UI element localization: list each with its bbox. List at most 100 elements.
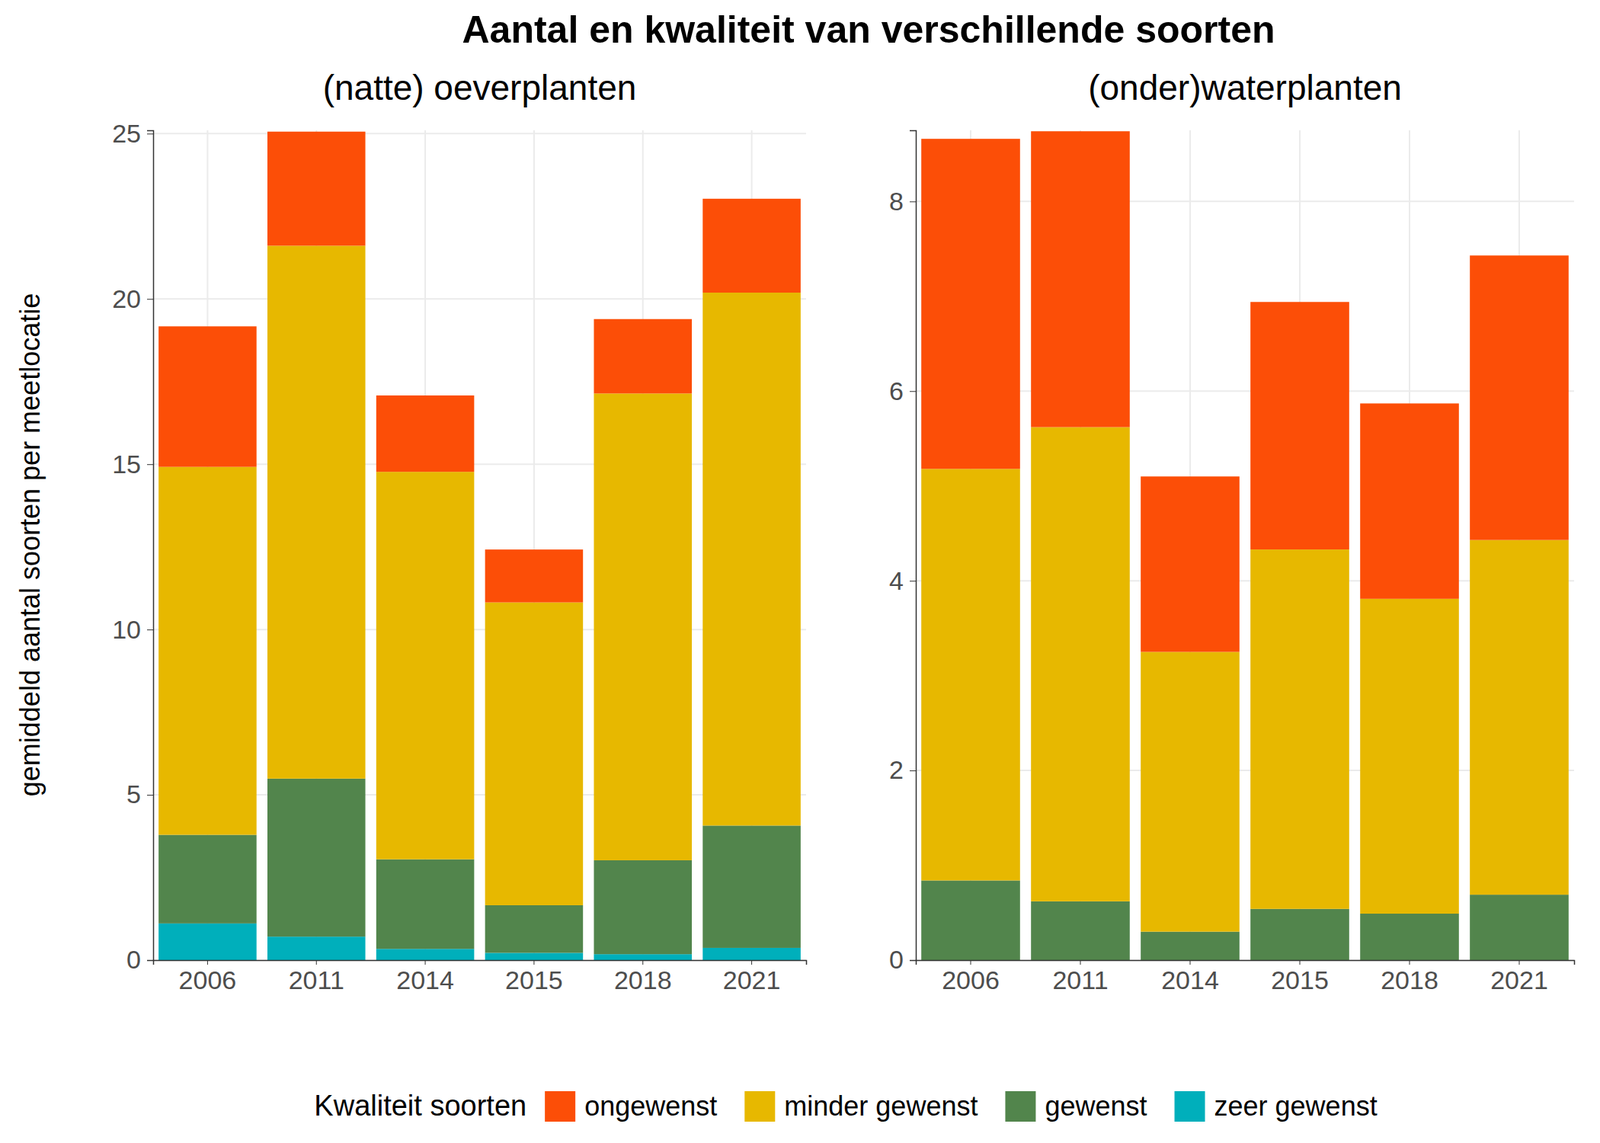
tick-label: 2006 [941, 965, 1000, 995]
legend-label: gewenst [1044, 1090, 1147, 1122]
tick-mark [909, 201, 916, 202]
bar [921, 138, 1021, 469]
tick-label: 8 [889, 186, 904, 216]
bar [1360, 598, 1460, 914]
tick-label: 2011 [288, 965, 345, 995]
tick-mark [1299, 960, 1301, 965]
axis-line [916, 960, 1575, 966]
bar [376, 471, 475, 859]
tick: 10 [112, 614, 154, 644]
bar [1250, 301, 1350, 550]
bar [1469, 894, 1569, 960]
bar [1030, 131, 1130, 427]
tick: 8 [889, 186, 916, 216]
title: Aantal en kwaliteit van verschillende so… [461, 8, 1275, 52]
bar [376, 948, 475, 960]
tick-label: 5 [126, 779, 141, 809]
tick-label: 25 [112, 118, 141, 148]
grid [915, 130, 1575, 960]
panel: (onder)waterplanten 0 2 4 6 8 2006 2011 2014 2015… [889, 67, 1575, 995]
bars [158, 131, 801, 960]
tick: 2021 [1490, 960, 1549, 995]
tick: 0 [126, 944, 154, 974]
panel-title: (onder)waterplanten [1088, 67, 1402, 108]
tick-mark [1409, 960, 1411, 965]
bar [702, 947, 801, 960]
tick: 15 [112, 449, 154, 479]
chart: Aantal en kwaliteit van verschillende so… [0, 0, 1600, 1143]
tick: 2014 [1161, 960, 1220, 995]
bar [267, 245, 366, 778]
bar [921, 880, 1021, 960]
tick-mark [147, 629, 154, 631]
panel-title: (natte) oeverplanten [323, 67, 637, 108]
bar [1360, 403, 1460, 599]
legend-label: zeer gewenst [1214, 1090, 1378, 1122]
tick: 0 [889, 944, 916, 974]
bar [158, 923, 257, 960]
tick-label: 6 [889, 376, 904, 406]
bar [1140, 652, 1240, 932]
tick: 2021 [723, 960, 781, 995]
tick-label: 2 [889, 755, 904, 784]
legend-swatch [1174, 1091, 1206, 1122]
bars [921, 131, 1569, 960]
tick: 4 [889, 566, 916, 596]
tick: 2015 [505, 960, 564, 995]
tick-mark [642, 960, 644, 965]
y-axis-title: gemiddeld aantal soorten per meetlocatie [14, 293, 46, 797]
bar [1030, 901, 1130, 960]
tick-label: 4 [889, 566, 904, 596]
y-axis: 0 5 10 15 20 25 [112, 118, 154, 975]
tick: 2018 [614, 960, 672, 995]
tick-label: 2014 [1161, 965, 1220, 995]
bar [1140, 931, 1240, 960]
bar [593, 319, 692, 394]
tick: 2 [889, 755, 916, 784]
tick-mark [147, 298, 154, 300]
bar [1250, 549, 1350, 909]
legend: Kwaliteit soortenongewenstminder gewenst… [313, 1089, 1377, 1122]
tick-label: 2015 [1270, 965, 1329, 995]
tick-mark [147, 794, 154, 796]
legend-swatch [744, 1091, 775, 1122]
tick-mark [909, 580, 916, 582]
tick-mark [1519, 960, 1520, 965]
tick-label: 2014 [396, 965, 455, 995]
axis-line [147, 131, 154, 961]
legend-item: ongewenst [544, 1090, 717, 1122]
tick: 2014 [396, 960, 455, 995]
bar [267, 778, 366, 937]
tick-label: 2011 [1052, 965, 1108, 995]
bar [1469, 540, 1569, 895]
y-axis: 0 2 4 6 8 [889, 131, 916, 975]
axis-line [153, 960, 807, 966]
tick-label: 2018 [614, 965, 672, 995]
bar [485, 549, 584, 602]
tick: 2011 [288, 960, 345, 995]
bar [702, 825, 801, 948]
tick-mark [147, 464, 154, 465]
legend-swatch [544, 1091, 576, 1122]
bar [921, 468, 1021, 880]
bar [485, 952, 584, 960]
tick-label: 2021 [723, 965, 781, 995]
legend-title: Kwaliteit soorten [313, 1089, 527, 1122]
tick: 20 [112, 284, 154, 314]
tick-mark [909, 770, 916, 772]
bar [1140, 476, 1240, 652]
tick-mark [909, 960, 916, 961]
tick-mark [909, 390, 916, 392]
bar [485, 905, 584, 953]
bar [158, 467, 257, 836]
tick: 5 [126, 779, 154, 809]
axis-line [909, 131, 917, 961]
tick-mark [316, 960, 317, 965]
tick-label: 20 [112, 284, 141, 314]
x-axis: 200620112014201520182021 [153, 960, 807, 995]
bar [1360, 913, 1460, 960]
grid-line [153, 132, 807, 135]
bar [593, 860, 692, 954]
legend-label: ongewenst [584, 1090, 717, 1122]
legend-swatch [1004, 1091, 1036, 1122]
